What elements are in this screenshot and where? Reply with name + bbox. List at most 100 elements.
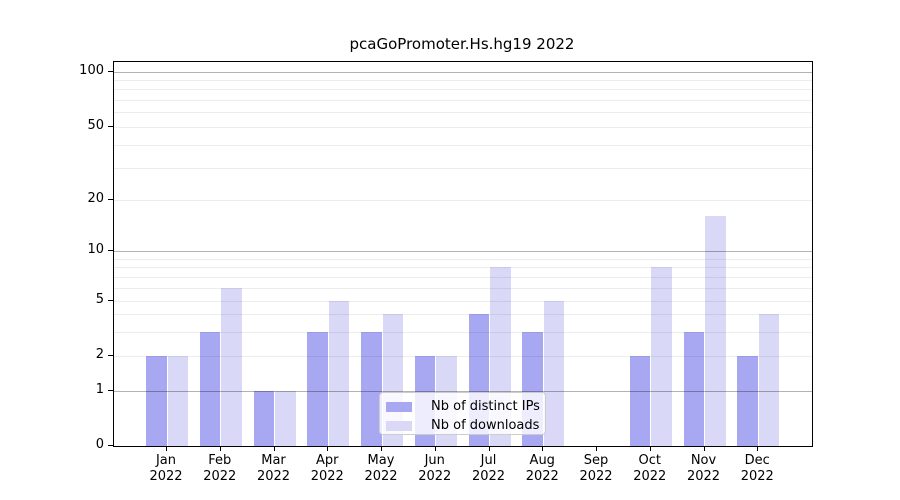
year-label: 2022 (633, 468, 667, 484)
bar-downloads-oct (651, 267, 672, 446)
x-tick-mark-aug (542, 446, 544, 451)
month-label: Jun (424, 453, 445, 468)
x-tick-label-mar: Mar 2022 (242, 453, 306, 484)
month-label: Jul (480, 453, 497, 468)
y-tick-label-20: 20 (87, 191, 104, 206)
month-label: May (367, 453, 395, 468)
x-tick-mark-sep (596, 446, 597, 451)
x-tick-label-sep: Sep 2022 (564, 453, 628, 484)
year-label: 2022 (579, 468, 613, 484)
bar-distinct-ips-mar (253, 391, 274, 446)
year-label: 2022 (203, 468, 237, 484)
legend-label-distinct-ips: Nb of distinct IPs (431, 399, 540, 414)
gridline-40 (114, 144, 812, 146)
year-label: 2022 (418, 468, 452, 484)
gridline-30 (114, 167, 812, 169)
gridline-5 (114, 301, 812, 302)
y-tick-mark-0 (108, 445, 113, 446)
x-tick-mark-feb (219, 446, 221, 451)
gridline-10 (114, 251, 812, 252)
y-tick-mark-1 (108, 390, 113, 391)
month-label: Oct (638, 453, 661, 468)
legend: Nb of distinct IPs Nb of downloads (379, 392, 546, 435)
x-tick-mark-apr (327, 446, 329, 451)
y-tick-label-50: 50 (87, 117, 104, 133)
y-tick-mark-50 (108, 125, 113, 127)
gridline-7 (114, 276, 812, 278)
gridline-60 (114, 112, 812, 114)
x-tick-label-jun: Jun 2022 (403, 453, 467, 484)
year-label: 2022 (310, 468, 344, 484)
bar-downloads-dec (758, 314, 780, 446)
x-tick-mark-may (381, 446, 382, 451)
x-tick-label-nov: Nov 2022 (672, 453, 736, 484)
y-tick-label-1: 1 (95, 382, 104, 397)
year-label: 2022 (471, 468, 506, 484)
x-tick-label-jul: Jul 2022 (457, 453, 521, 484)
y-tick-label-10: 10 (87, 242, 104, 257)
month-label: Aug (529, 453, 555, 468)
y-tick-mark-10 (108, 250, 113, 251)
bar-distinct-ips-dec (737, 356, 758, 446)
month-label: Feb (208, 453, 232, 468)
bar-downloads-mar (275, 391, 296, 446)
month-label: Mar (261, 453, 286, 468)
bar-downloads-jan (167, 356, 188, 446)
gridline-3 (114, 331, 812, 333)
bar-distinct-ips-apr (307, 331, 328, 446)
x-tick-label-feb: Feb 2022 (188, 453, 252, 484)
grid-layer (114, 62, 812, 446)
y-tick-label-2: 2 (95, 347, 104, 362)
bar-downloads-nov (705, 216, 726, 446)
gridline-100 (114, 71, 812, 73)
legend-swatch-downloads (386, 421, 412, 431)
y-tick-mark-2 (108, 355, 113, 356)
x-tick-label-jan: Jan 2022 (134, 453, 198, 484)
month-label: Apr (316, 453, 339, 468)
bar-distinct-ips-nov (683, 331, 704, 446)
gridline-4 (114, 314, 812, 316)
month-label: Sep (583, 453, 609, 468)
legend-swatch-distinct-ips (386, 402, 412, 412)
gridline-80 (114, 89, 812, 91)
gridline-50 (114, 126, 812, 128)
x-tick-mark-jul (488, 446, 490, 451)
gridline-8 (114, 267, 812, 269)
x-tick-mark-nov (703, 446, 705, 451)
legend-label-downloads: Nb of downloads (431, 418, 540, 433)
year-label: 2022 (525, 468, 559, 484)
bar-distinct-ips-oct (629, 356, 651, 446)
bar-distinct-ips-feb (199, 331, 221, 446)
gridline-70 (114, 100, 812, 101)
gridline-2 (114, 356, 812, 357)
bar-distinct-ips-jan (146, 356, 167, 446)
x-tick-label-may: May 2022 (349, 453, 413, 484)
month-label: Nov (690, 453, 717, 468)
x-tick-mark-jan (166, 446, 167, 451)
month-label: Dec (744, 453, 770, 468)
x-tick-label-aug: Aug 2022 (510, 453, 574, 484)
bar-distinct-ips-may (361, 331, 382, 446)
gridline-9 (114, 258, 812, 260)
gridline-20 (114, 200, 812, 201)
year-label: 2022 (256, 468, 291, 484)
bar-downloads-feb (221, 287, 242, 446)
gridline-6 (114, 287, 812, 289)
chart-title: pcaGoPromoter.Hs.hg19 2022 (349, 35, 575, 53)
year-label: 2022 (149, 468, 183, 484)
month-label: Jan (155, 453, 177, 468)
bar-downloads-apr (328, 301, 350, 446)
x-tick-mark-oct (649, 446, 651, 451)
gridline-90 (114, 80, 812, 82)
bar-downloads-aug (543, 301, 565, 446)
year-label: 2022 (686, 468, 721, 484)
gridline-1 (114, 391, 812, 392)
year-label: 2022 (364, 468, 398, 484)
y-tick-label-5: 5 (95, 292, 104, 307)
plot-area (113, 61, 813, 447)
year-label: 2022 (740, 468, 774, 484)
y-tick-mark-100 (108, 70, 113, 72)
x-tick-label-apr: Apr 2022 (295, 453, 359, 484)
x-tick-label-dec: Dec 2022 (725, 453, 789, 484)
